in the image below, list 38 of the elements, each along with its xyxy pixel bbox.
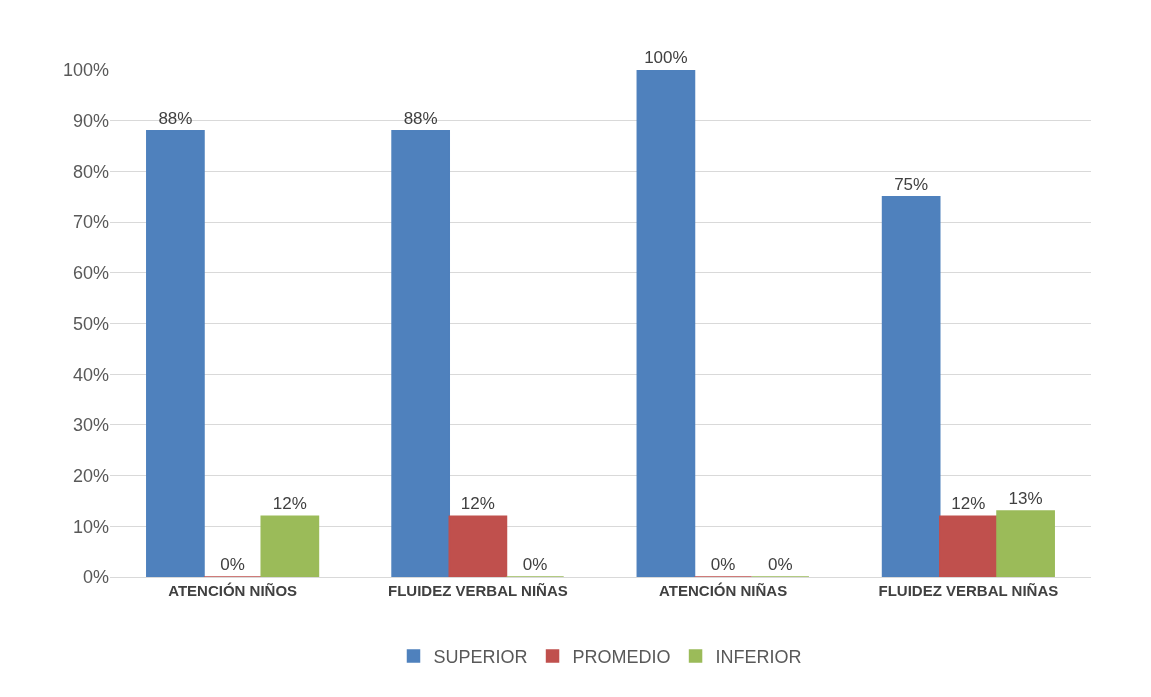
data-label: 100% bbox=[644, 48, 688, 67]
y-tick-label: 0% bbox=[82, 567, 109, 588]
data-label: 12% bbox=[460, 494, 495, 514]
y-tick-label: 70% bbox=[72, 212, 109, 233]
bar bbox=[636, 70, 696, 577]
legend-label: PROMEDIO bbox=[572, 647, 671, 668]
y-tick-label: 80% bbox=[72, 161, 109, 182]
y-tick-label: 100% bbox=[62, 60, 109, 81]
bar bbox=[146, 130, 205, 577]
bar bbox=[996, 510, 1055, 577]
x-tick-label: ATENCIÓN NIÑOS bbox=[168, 582, 298, 599]
data-label: 0% bbox=[768, 555, 793, 574]
y-tick-label: 60% bbox=[72, 263, 109, 284]
bar bbox=[391, 130, 451, 577]
y-tick-label: 20% bbox=[72, 465, 109, 486]
y-tick-label: 40% bbox=[72, 364, 109, 385]
data-label: 88% bbox=[158, 108, 193, 128]
bar bbox=[881, 196, 941, 577]
bar bbox=[260, 515, 320, 577]
data-label: 12% bbox=[951, 494, 986, 514]
data-label: 75% bbox=[894, 174, 929, 194]
data-label: 0% bbox=[710, 555, 736, 574]
legend-label: SUPERIOR bbox=[433, 647, 528, 668]
data-label: 13% bbox=[1008, 489, 1043, 509]
y-tick-label: 90% bbox=[72, 111, 109, 131]
x-tick-label: FLUIDEZ VERBAL NIÑAS bbox=[388, 582, 568, 599]
y-tick-label: 10% bbox=[72, 516, 109, 537]
x-tick-label: ATENCIÓN NIÑAS bbox=[659, 582, 788, 599]
y-tick-label: 30% bbox=[72, 415, 109, 436]
y-tick-label: 50% bbox=[72, 313, 109, 334]
data-label: 88% bbox=[403, 108, 438, 128]
x-tick-label: FLUIDEZ VERBAL NIÑAS bbox=[878, 582, 1059, 599]
data-label: 0% bbox=[522, 555, 548, 574]
bar bbox=[939, 515, 998, 577]
data-label: 0% bbox=[220, 555, 245, 574]
bar bbox=[448, 515, 508, 577]
data-label: 12% bbox=[272, 494, 307, 514]
legend-label: INFERIOR bbox=[715, 647, 802, 668]
